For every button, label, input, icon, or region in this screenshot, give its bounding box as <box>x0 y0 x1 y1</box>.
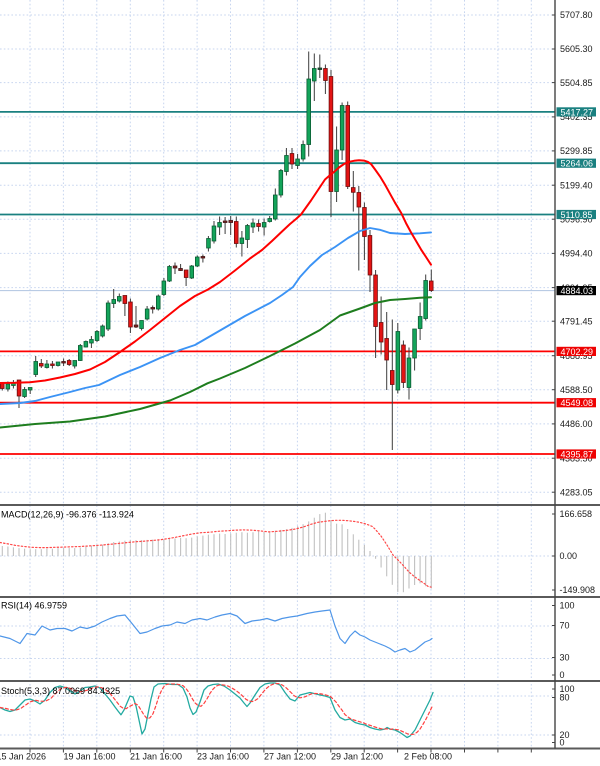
svg-text:-149.908: -149.908 <box>560 585 596 595</box>
svg-text:29 Jan 12:00: 29 Jan 12:00 <box>331 752 383 762</box>
svg-text:4791.45: 4791.45 <box>560 316 593 326</box>
svg-text:4486.00: 4486.00 <box>560 419 593 429</box>
svg-text:21 Jan 16:00: 21 Jan 16:00 <box>130 752 182 762</box>
svg-text:0.00: 0.00 <box>560 551 578 561</box>
svg-text:MACD(12,26,9) -96.376 -113.924: MACD(12,26,9) -96.376 -113.924 <box>1 509 134 519</box>
svg-text:80: 80 <box>560 693 570 703</box>
svg-text:0: 0 <box>560 738 565 748</box>
svg-text:4884.03: 4884.03 <box>561 286 594 296</box>
svg-text:5264.06: 5264.06 <box>561 159 594 169</box>
svg-text:0: 0 <box>560 670 565 680</box>
svg-text:27 Jan 12:00: 27 Jan 12:00 <box>264 752 316 762</box>
svg-text:RSI(14) 46.9759: RSI(14) 46.9759 <box>1 601 67 611</box>
svg-text:30: 30 <box>560 653 570 663</box>
svg-text:4549.08: 4549.08 <box>561 398 594 408</box>
svg-text:15 Jan 2026: 15 Jan 2026 <box>0 752 46 762</box>
svg-text:23 Jan 16:00: 23 Jan 16:00 <box>197 752 249 762</box>
svg-text:4994.40: 4994.40 <box>560 249 593 259</box>
svg-text:5299.85: 5299.85 <box>560 146 593 156</box>
svg-text:5417.27: 5417.27 <box>561 107 594 117</box>
svg-text:5199.40: 5199.40 <box>560 180 593 190</box>
svg-text:166.658: 166.658 <box>560 509 593 519</box>
svg-text:4395.87: 4395.87 <box>561 449 594 459</box>
svg-text:100: 100 <box>560 684 575 694</box>
svg-text:5707.80: 5707.80 <box>560 10 593 20</box>
svg-text:70: 70 <box>560 621 570 631</box>
svg-text:5605.30: 5605.30 <box>560 44 593 54</box>
svg-text:4283.05: 4283.05 <box>560 487 593 497</box>
svg-text:Stoch(5,3,3) 87.0969 84.4325: Stoch(5,3,3) 87.0969 84.4325 <box>1 686 120 696</box>
svg-text:100: 100 <box>560 601 575 611</box>
svg-text:4588.50: 4588.50 <box>560 385 593 395</box>
svg-text:2 Feb 08:00: 2 Feb 08:00 <box>404 752 452 762</box>
svg-text:5402.35: 5402.35 <box>560 112 593 122</box>
svg-text:5096.90: 5096.90 <box>560 214 593 224</box>
svg-text:5504.85: 5504.85 <box>560 78 593 88</box>
svg-text:4702.29: 4702.29 <box>561 347 594 357</box>
svg-text:19 Jan 16:00: 19 Jan 16:00 <box>64 752 116 762</box>
svg-text:5110.85: 5110.85 <box>561 210 593 220</box>
svg-text:20: 20 <box>560 730 570 740</box>
